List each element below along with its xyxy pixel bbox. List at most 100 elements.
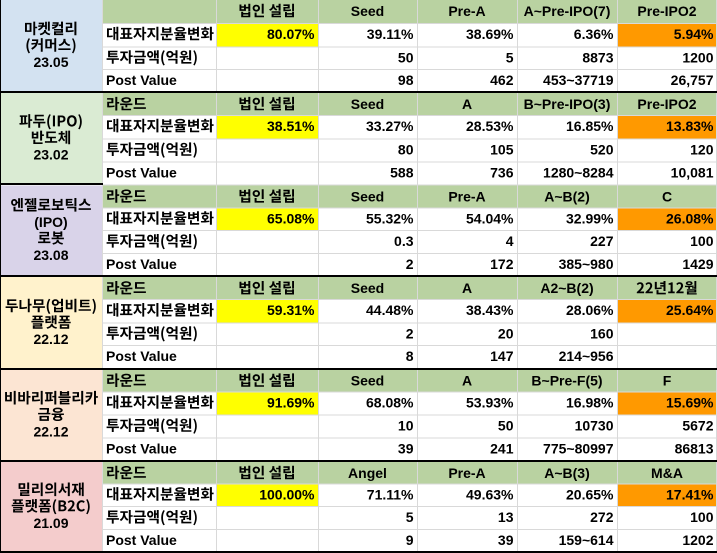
svg-text:1429: 1429 xyxy=(682,256,713,272)
svg-text:100: 100 xyxy=(690,509,714,525)
svg-text:55.32%: 55.32% xyxy=(366,210,414,226)
svg-text:A: A xyxy=(462,96,472,112)
svg-text:172: 172 xyxy=(490,256,514,272)
svg-text:120: 120 xyxy=(690,142,714,158)
svg-text:241: 241 xyxy=(490,440,514,456)
svg-text:13: 13 xyxy=(498,509,514,525)
svg-text:59.31%: 59.31% xyxy=(267,302,315,318)
svg-text:21.09: 21.09 xyxy=(33,515,68,531)
svg-text:15.69%: 15.69% xyxy=(666,394,714,410)
svg-text:50: 50 xyxy=(498,418,514,434)
svg-text:23.02: 23.02 xyxy=(33,147,68,163)
svg-text:10,081: 10,081 xyxy=(671,164,714,180)
svg-text:2: 2 xyxy=(406,325,414,341)
svg-text:B~Pre-F(5): B~Pre-F(5) xyxy=(531,373,602,389)
svg-text:160: 160 xyxy=(590,325,614,341)
svg-text:272: 272 xyxy=(590,509,614,525)
svg-text:33.27%: 33.27% xyxy=(366,118,414,134)
svg-text:Angel: Angel xyxy=(348,465,387,481)
svg-text:0.3: 0.3 xyxy=(394,233,414,249)
svg-text:520: 520 xyxy=(590,142,614,158)
svg-text:Pre-A: Pre-A xyxy=(448,3,485,19)
svg-text:A~B(3): A~B(3) xyxy=(544,465,590,481)
svg-text:Seed: Seed xyxy=(351,96,384,112)
svg-text:588: 588 xyxy=(390,164,414,180)
svg-text:Seed: Seed xyxy=(351,188,384,204)
svg-text:91.69%: 91.69% xyxy=(267,394,315,410)
svg-text:A: A xyxy=(462,373,472,389)
svg-text:39: 39 xyxy=(498,532,514,548)
svg-text:Pre-A: Pre-A xyxy=(448,188,485,204)
svg-text:16.85%: 16.85% xyxy=(566,118,614,134)
svg-text:A: A xyxy=(462,280,472,296)
svg-text:1200: 1200 xyxy=(682,49,713,65)
svg-text:49.63%: 49.63% xyxy=(466,486,514,502)
svg-text:98: 98 xyxy=(398,72,414,88)
svg-text:80.07%: 80.07% xyxy=(267,26,315,42)
svg-text:20: 20 xyxy=(498,325,514,341)
svg-text:462: 462 xyxy=(490,72,514,88)
svg-text:80: 80 xyxy=(398,142,414,158)
svg-text:20.65%: 20.65% xyxy=(566,486,614,502)
svg-text:6.36%: 6.36% xyxy=(574,26,614,42)
svg-text:4: 4 xyxy=(506,233,514,249)
svg-text:Post Value: Post Value xyxy=(106,164,177,180)
svg-text:65.08%: 65.08% xyxy=(267,210,315,226)
svg-text:453~37719: 453~37719 xyxy=(543,72,614,88)
svg-text:385~980: 385~980 xyxy=(559,256,614,272)
svg-text:Post Value: Post Value xyxy=(106,532,177,548)
svg-text:22.12: 22.12 xyxy=(33,423,68,439)
svg-text:A2~B(2): A2~B(2) xyxy=(540,280,593,296)
svg-text:38.51%: 38.51% xyxy=(267,118,315,134)
svg-text:13.83%: 13.83% xyxy=(666,118,714,134)
svg-text:1202: 1202 xyxy=(682,532,713,548)
svg-text:Post Value: Post Value xyxy=(106,440,177,456)
svg-text:22.12: 22.12 xyxy=(33,331,68,347)
svg-text:68.08%: 68.08% xyxy=(366,394,414,410)
svg-text:26.08%: 26.08% xyxy=(666,210,714,226)
svg-text:B~Pre-IPO(3): B~Pre-IPO(3) xyxy=(524,96,611,112)
svg-text:Post Value: Post Value xyxy=(106,72,177,88)
svg-text:50: 50 xyxy=(398,49,414,65)
svg-text:71.11%: 71.11% xyxy=(367,486,414,502)
svg-text:26,757: 26,757 xyxy=(671,72,714,88)
svg-text:39.11%: 39.11% xyxy=(367,26,414,42)
svg-text:53.93%: 53.93% xyxy=(466,394,514,410)
svg-text:86813: 86813 xyxy=(675,440,714,456)
svg-text:28.53%: 28.53% xyxy=(466,118,514,134)
svg-text:736: 736 xyxy=(490,164,514,180)
svg-text:38.69%: 38.69% xyxy=(466,26,514,42)
svg-text:159~614: 159~614 xyxy=(559,532,614,548)
svg-text:16.98%: 16.98% xyxy=(566,394,614,410)
svg-text:Pre-IPO2: Pre-IPO2 xyxy=(637,3,696,19)
svg-text:1280~8284: 1280~8284 xyxy=(543,164,614,180)
svg-text:5.94%: 5.94% xyxy=(674,26,714,42)
svg-text:38.43%: 38.43% xyxy=(466,302,514,318)
svg-text:Pre-IPO2: Pre-IPO2 xyxy=(637,96,696,112)
svg-text:32.99%: 32.99% xyxy=(566,210,614,226)
svg-text:775~80997: 775~80997 xyxy=(543,440,614,456)
svg-text:F: F xyxy=(663,373,672,389)
svg-text:214~956: 214~956 xyxy=(559,348,614,364)
svg-text:9: 9 xyxy=(406,532,414,548)
svg-text:M&A: M&A xyxy=(651,465,683,481)
svg-text:17.41%: 17.41% xyxy=(666,486,714,502)
svg-text:Seed: Seed xyxy=(351,3,384,19)
svg-text:Post Value: Post Value xyxy=(106,256,177,272)
svg-text:Pre-A: Pre-A xyxy=(448,465,485,481)
svg-text:5: 5 xyxy=(406,509,414,525)
svg-text:227: 227 xyxy=(590,233,614,249)
svg-text:10730: 10730 xyxy=(575,418,614,434)
svg-text:8873: 8873 xyxy=(582,49,613,65)
svg-text:54.04%: 54.04% xyxy=(466,210,514,226)
svg-text:44.48%: 44.48% xyxy=(366,302,414,318)
svg-text:A~Pre-IPO(7): A~Pre-IPO(7) xyxy=(524,3,611,19)
svg-text:Seed: Seed xyxy=(351,280,384,296)
svg-text:100.00%: 100.00% xyxy=(259,486,315,502)
svg-text:28.06%: 28.06% xyxy=(566,302,614,318)
svg-text:8: 8 xyxy=(406,348,414,364)
svg-text:23.05: 23.05 xyxy=(33,54,68,70)
svg-text:(IPO): (IPO) xyxy=(34,214,67,230)
svg-text:5: 5 xyxy=(506,49,514,65)
svg-text:23.08: 23.08 xyxy=(33,247,68,263)
